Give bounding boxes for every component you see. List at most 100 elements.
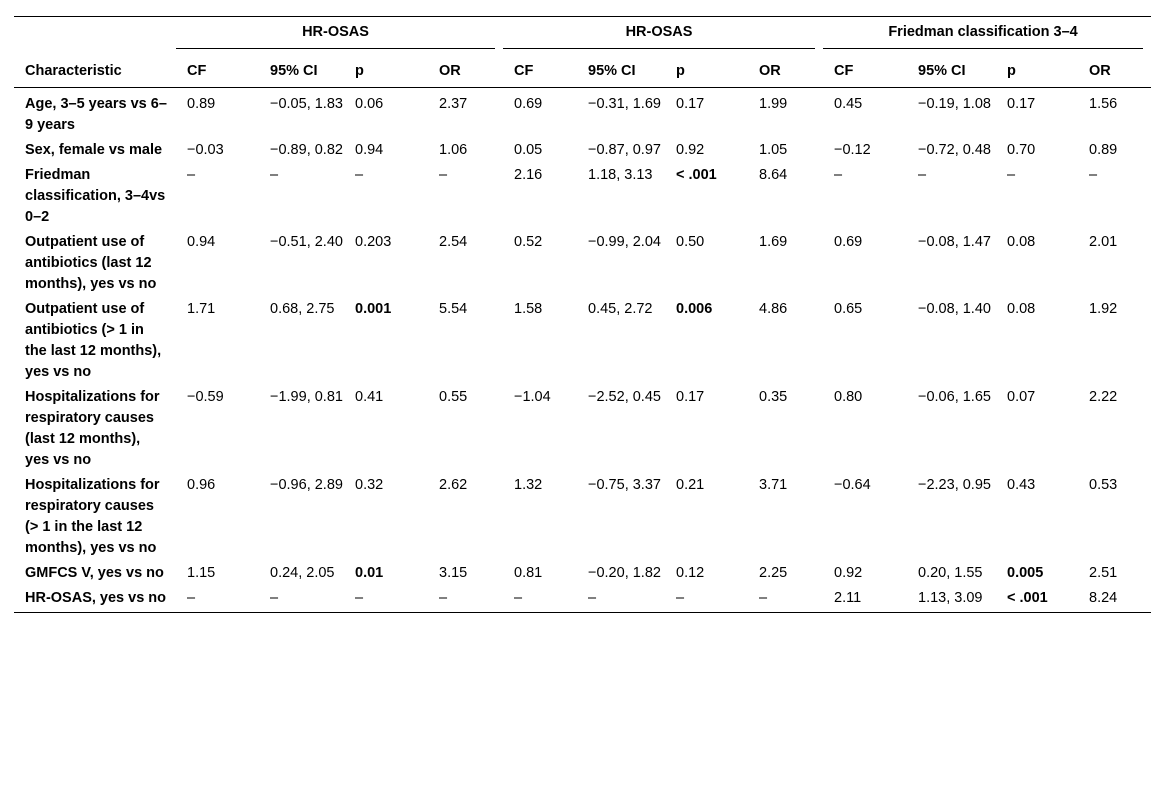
table-cell: 0.43 xyxy=(1007,477,1036,493)
table-cell: 1.32 xyxy=(514,477,543,493)
table-cell: 0.53 xyxy=(1089,477,1118,493)
table-cell: 0.96 xyxy=(187,477,216,493)
column-header-cf: CF xyxy=(514,63,534,79)
column-header-ci: 95% CI xyxy=(588,63,636,79)
row-label: Outpatient use of antibiotics (> 1 in th… xyxy=(25,301,162,380)
table-cell: 0.17 xyxy=(676,96,705,112)
row-label: GMFCS V, yes vs no xyxy=(25,565,164,581)
table-cell: −0.64 xyxy=(834,477,871,493)
table-cell: 0.12 xyxy=(676,565,705,581)
table-cell: 0.006 xyxy=(676,301,713,317)
table-row: Hospitalizations for respiratory causes … xyxy=(14,472,1151,560)
table-cell: −0.20, 1.82 xyxy=(588,565,661,581)
table-row: Hospitalizations for respiratory causes … xyxy=(14,384,1151,472)
table-cell: 0.24, 2.05 xyxy=(270,565,335,581)
table-cell: 0.89 xyxy=(187,96,216,112)
table-cell: – xyxy=(514,590,523,606)
table-cell: −0.87, 0.97 xyxy=(588,142,661,158)
table-cell: – xyxy=(588,590,597,606)
table-cell: −0.03 xyxy=(187,142,224,158)
table-cell: 0.06 xyxy=(355,96,384,112)
table-cell: – xyxy=(1089,167,1098,183)
table-cell: 2.22 xyxy=(1089,389,1118,405)
table-cell: −1.99, 0.81 xyxy=(270,389,343,405)
table-row: Sex, female vs male −0.03 −0.89, 0.82 0.94 1… xyxy=(14,137,1151,162)
table-cell: 0.07 xyxy=(1007,389,1036,405)
table-cell: 1.18, 3.13 xyxy=(588,167,653,183)
table-cell: −1.04 xyxy=(514,389,551,405)
column-header-or: OR xyxy=(439,63,461,79)
table-cell: 0.17 xyxy=(1007,96,1036,112)
column-header-or: OR xyxy=(759,63,781,79)
table-row: Outpatient use of antibiotics (> 1 in th… xyxy=(14,296,1151,384)
group-header-1: HR-OSAS xyxy=(176,17,503,55)
table-cell: 0.69 xyxy=(514,96,543,112)
table-cell: −0.96, 2.89 xyxy=(270,477,343,493)
table-cell: 2.54 xyxy=(439,234,468,250)
table-cell: 1.58 xyxy=(514,301,543,317)
row-label: Age, 3–5 years vs 6–9 years xyxy=(25,96,167,133)
table-cell: – xyxy=(834,167,843,183)
table-cell: 0.08 xyxy=(1007,234,1036,250)
table-cell: −2.23, 0.95 xyxy=(918,477,991,493)
table-cell: 3.71 xyxy=(759,477,788,493)
row-label: Friedman classification, 3–4vs 0–2 xyxy=(25,167,166,225)
table-row: Outpatient use of antibiotics (last 12 m… xyxy=(14,229,1151,296)
row-label: Hospitalizations for respiratory causes … xyxy=(25,389,160,468)
table-cell: – xyxy=(355,167,364,183)
group-header-2-label: HR-OSAS xyxy=(503,22,815,49)
table-cell: 2.37 xyxy=(439,96,468,112)
table-cell: −0.99, 2.04 xyxy=(588,234,661,250)
table-cell: 1.05 xyxy=(759,142,788,158)
table-header: HR-OSAS HR-OSAS Friedman classification … xyxy=(14,16,1152,88)
table-cell: 1.71 xyxy=(187,301,216,317)
table-cell: 2.11 xyxy=(834,590,862,606)
table-cell: – xyxy=(439,590,448,606)
table-cell: −0.51, 2.40 xyxy=(270,234,343,250)
table-cell: 0.21 xyxy=(676,477,705,493)
table-cell: 0.52 xyxy=(514,234,543,250)
table-cell: −2.52, 0.45 xyxy=(588,389,661,405)
table-row: HR-OSAS, yes vs no – – – – – – – – 2.11 1.13, 3.09… xyxy=(14,585,1151,613)
table-cell: 1.99 xyxy=(759,96,788,112)
table-cell: 1.15 xyxy=(187,565,216,581)
table-cell: 1.13, 3.09 xyxy=(918,590,983,606)
column-header-row: Characteristic CF 95% CI p OR CF 95% CI … xyxy=(14,54,1152,88)
table-cell: 0.41 xyxy=(355,389,384,405)
table-cell: 0.65 xyxy=(834,301,863,317)
column-header-ci: 95% CI xyxy=(270,63,318,79)
table-cell: −0.89, 0.82 xyxy=(270,142,343,158)
column-header-p: p xyxy=(355,63,364,79)
group-header-3: Friedman classification 3–4 xyxy=(823,17,1151,55)
table-cell: 0.92 xyxy=(834,565,863,581)
table-cell: 0.70 xyxy=(1007,142,1036,158)
table-row: Friedman classification, 3–4vs 0–2 – – – – 2.… xyxy=(14,162,1151,229)
table-cell: 4.86 xyxy=(759,301,788,317)
table-cell: 0.45 xyxy=(834,96,863,112)
table-cell: 0.94 xyxy=(355,142,384,158)
table-cell: 0.005 xyxy=(1007,565,1044,581)
column-header-ci: 95% CI xyxy=(918,63,966,79)
table-cell: 0.69 xyxy=(834,234,863,250)
table-cell: 0.68, 2.75 xyxy=(270,301,335,317)
table-cell: 0.20, 1.55 xyxy=(918,565,983,581)
table-cell: 0.50 xyxy=(676,234,705,250)
table-cell: 1.69 xyxy=(759,234,788,250)
table-cell: 1.06 xyxy=(439,142,468,158)
table-cell: −0.75, 3.37 xyxy=(588,477,661,493)
table-cell: 0.55 xyxy=(439,389,468,405)
group-header-3-label: Friedman classification 3–4 xyxy=(823,22,1144,49)
table-cell: 0.45, 2.72 xyxy=(588,301,653,317)
table-cell: −0.59 xyxy=(187,389,224,405)
table-cell: −0.08, 1.40 xyxy=(918,301,991,317)
table-cell: – xyxy=(918,167,927,183)
table-body: Age, 3–5 years vs 6–9 years 0.89 −0.05, 1.… xyxy=(14,88,1152,613)
column-header-characteristic: Characteristic xyxy=(25,63,122,79)
regression-table: HR-OSAS HR-OSAS Friedman classification … xyxy=(14,16,1152,613)
table-cell: 0.92 xyxy=(676,142,705,158)
row-label: Sex, female vs male xyxy=(25,142,163,158)
table-cell: 1.92 xyxy=(1089,301,1118,317)
table-cell: – xyxy=(355,590,364,606)
table-cell: – xyxy=(759,590,768,606)
table-cell: −0.72, 0.48 xyxy=(918,142,991,158)
